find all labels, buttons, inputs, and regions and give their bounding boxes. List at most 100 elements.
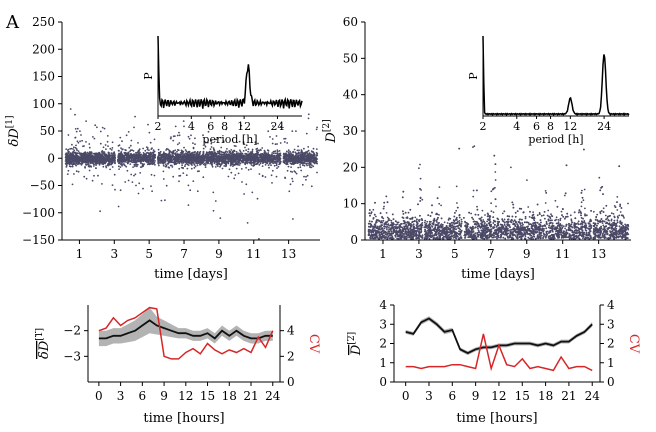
scatter-points — [64, 70, 319, 240]
data-point — [238, 155, 241, 157]
data-point — [205, 152, 208, 155]
data-point — [259, 162, 262, 165]
data-point — [138, 155, 141, 158]
data-point — [73, 151, 76, 154]
data-point — [153, 138, 156, 141]
data-point — [74, 136, 77, 139]
data-point — [95, 164, 97, 167]
data-point — [232, 149, 235, 152]
x-tick-label: 11 — [246, 247, 261, 261]
data-point — [237, 152, 240, 155]
data-point — [127, 157, 130, 160]
data-point — [291, 180, 294, 183]
data-point — [287, 151, 290, 154]
data-point — [112, 157, 115, 160]
data-point — [82, 152, 85, 155]
data-point — [261, 175, 264, 178]
data-point — [190, 134, 192, 137]
data-point — [178, 155, 180, 158]
data-point — [88, 169, 91, 172]
data-point — [254, 141, 257, 144]
data-point — [128, 146, 131, 149]
data-point — [225, 164, 228, 167]
data-point — [245, 159, 248, 162]
x-tick-label: 3 — [110, 247, 118, 261]
data-point — [80, 159, 83, 162]
data-point — [272, 152, 275, 155]
data-point — [117, 158, 119, 161]
data-point — [311, 150, 313, 153]
data-point — [283, 137, 285, 140]
figure-label: A — [5, 12, 20, 33]
data-point — [303, 155, 306, 158]
data-point — [241, 181, 243, 183]
data-point — [290, 158, 293, 161]
data-point — [253, 159, 256, 162]
data-point — [146, 157, 149, 160]
data-point — [209, 153, 212, 156]
data-point — [217, 151, 220, 153]
data-point — [250, 168, 252, 171]
data-point — [165, 156, 167, 159]
data-point — [290, 166, 292, 169]
data-point — [80, 152, 83, 155]
data-point — [239, 149, 241, 152]
data-point — [73, 173, 75, 175]
data-point — [230, 171, 233, 174]
data-point — [288, 190, 291, 193]
data-point — [210, 146, 213, 148]
data-point — [95, 167, 97, 170]
data-point — [124, 152, 127, 155]
data-point — [193, 163, 196, 165]
data-point — [268, 162, 271, 165]
data-point — [96, 126, 98, 129]
data-point — [252, 155, 255, 158]
data-point — [140, 158, 143, 161]
data-point — [164, 159, 167, 162]
data-point — [119, 136, 122, 139]
data-point — [65, 166, 68, 168]
data-point — [295, 172, 298, 175]
data-point — [104, 159, 107, 161]
data-point — [289, 183, 292, 186]
data-point — [126, 169, 129, 172]
data-point — [111, 166, 114, 168]
data-point — [584, 207, 586, 210]
data-point — [291, 130, 294, 133]
data-point — [157, 158, 160, 161]
data-point — [98, 160, 100, 162]
data-point — [167, 154, 170, 156]
data-point — [263, 149, 266, 152]
data-point — [88, 143, 91, 145]
data-point — [254, 153, 256, 156]
data-point — [249, 159, 252, 162]
data-point — [187, 156, 190, 158]
data-point — [239, 157, 242, 160]
data-point — [233, 157, 236, 159]
data-point — [206, 141, 209, 144]
data-point — [250, 153, 253, 156]
data-point — [289, 154, 292, 157]
data-point — [257, 149, 259, 152]
data-point — [271, 153, 273, 156]
data-point — [162, 162, 165, 165]
data-point — [233, 158, 236, 161]
data-point — [303, 164, 306, 167]
data-point — [269, 159, 271, 162]
data-point — [307, 117, 310, 120]
data-point — [74, 127, 77, 130]
data-point — [146, 148, 149, 151]
data-point — [102, 146, 105, 149]
data-point — [95, 157, 97, 160]
data-point — [309, 158, 312, 160]
data-point — [190, 152, 193, 154]
data-point — [217, 154, 220, 157]
data-point — [127, 131, 130, 133]
data-point — [227, 158, 229, 161]
data-point — [251, 155, 254, 158]
data-point — [130, 139, 133, 142]
data-point — [176, 153, 179, 156]
data-point — [271, 152, 274, 154]
data-point — [87, 155, 90, 158]
